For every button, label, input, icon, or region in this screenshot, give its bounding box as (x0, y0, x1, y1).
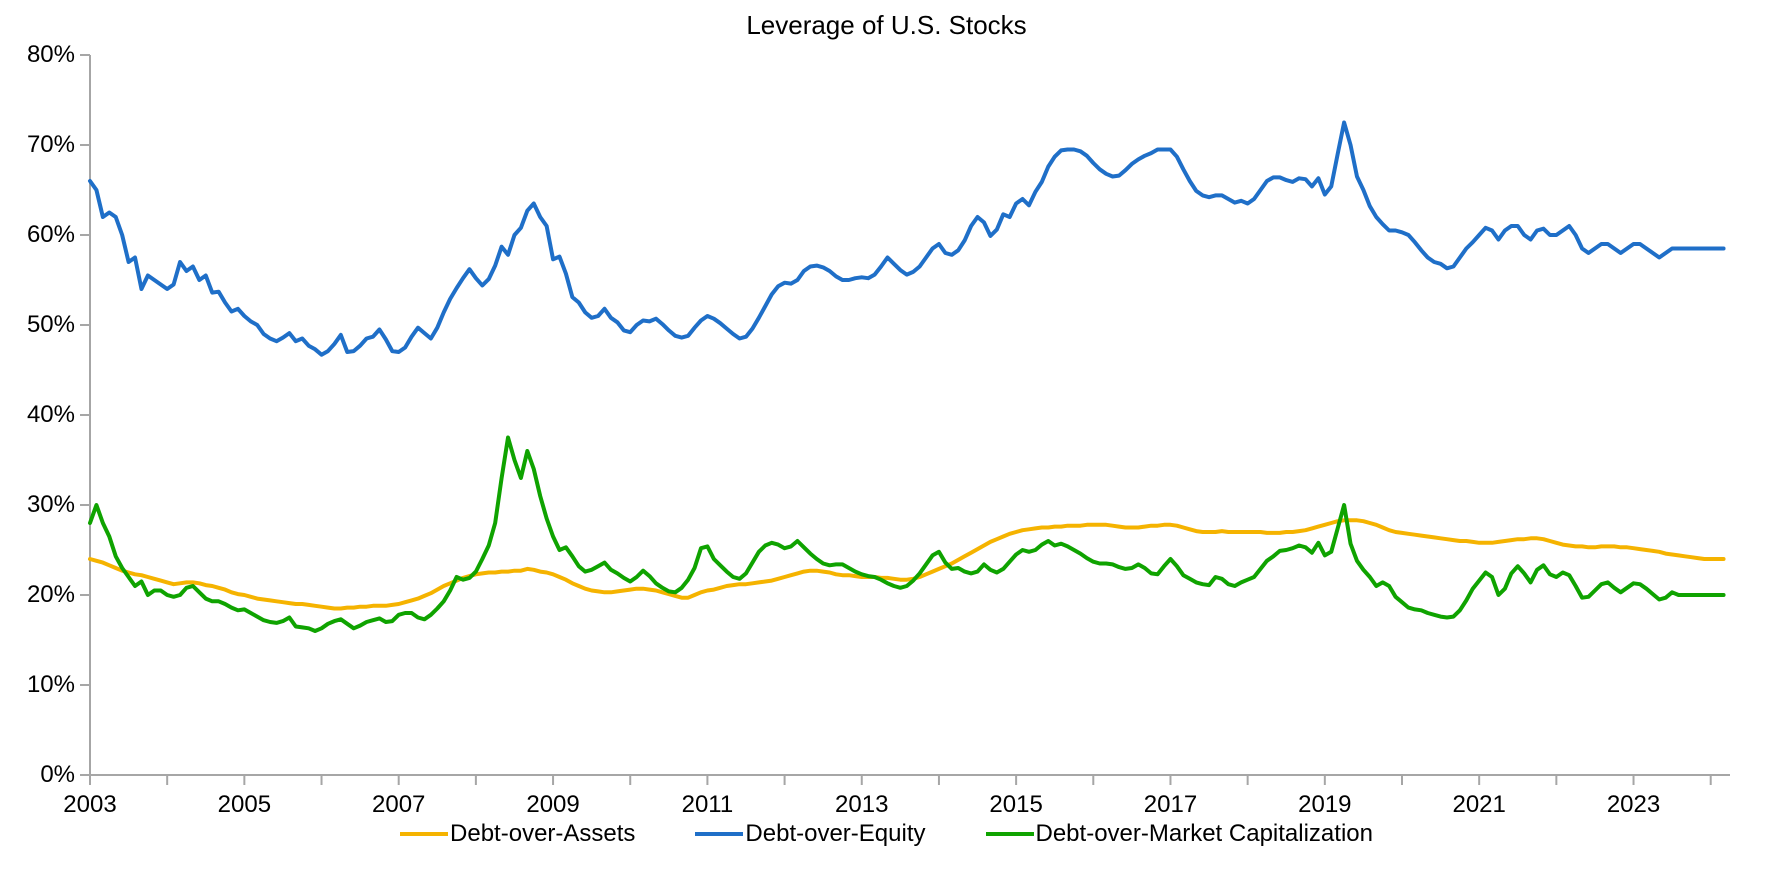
legend-item: Debt-over-Assets (400, 820, 635, 848)
x-tick-label: 2023 (1607, 791, 1660, 819)
y-tick-label: 80% (0, 41, 75, 69)
x-tick-label: 2009 (526, 791, 579, 819)
legend-swatch (400, 832, 448, 836)
chart-legend: Debt-over-Assets Debt-over-Equity Debt-ove… (0, 820, 1773, 848)
y-tick-label: 70% (0, 131, 75, 159)
legend-label: Debt-over-Equity (745, 820, 925, 848)
x-tick-label: 2011 (682, 791, 734, 819)
x-tick-label: 2003 (63, 791, 116, 819)
x-tick-label: 2013 (835, 791, 888, 819)
y-tick-label: 50% (0, 311, 75, 339)
y-tick-label: 0% (0, 761, 75, 789)
x-tick-label: 2021 (1452, 791, 1505, 819)
y-tick-label: 10% (0, 671, 75, 699)
legend-swatch (986, 832, 1034, 836)
x-tick-label: 2017 (1144, 791, 1197, 819)
series-line (90, 438, 1724, 632)
x-tick-label: 2007 (372, 791, 425, 819)
leverage-chart: Leverage of U.S. Stocks Debt-over-Assets… (0, 0, 1773, 886)
y-tick-label: 40% (0, 401, 75, 429)
y-tick-label: 20% (0, 581, 75, 609)
legend-item: Debt-over-Equity (695, 820, 925, 848)
y-tick-label: 60% (0, 221, 75, 249)
y-tick-label: 30% (0, 491, 75, 519)
legend-label: Debt-over-Market Capitalization (1036, 820, 1373, 848)
legend-item: Debt-over-Market Capitalization (986, 820, 1373, 848)
legend-swatch (695, 832, 743, 836)
chart-plot-svg (0, 0, 1773, 886)
series-line (90, 123, 1724, 355)
x-tick-label: 2019 (1298, 791, 1351, 819)
series-line (90, 520, 1724, 608)
legend-label: Debt-over-Assets (450, 820, 635, 848)
x-tick-label: 2015 (989, 791, 1042, 819)
x-tick-label: 2005 (218, 791, 271, 819)
